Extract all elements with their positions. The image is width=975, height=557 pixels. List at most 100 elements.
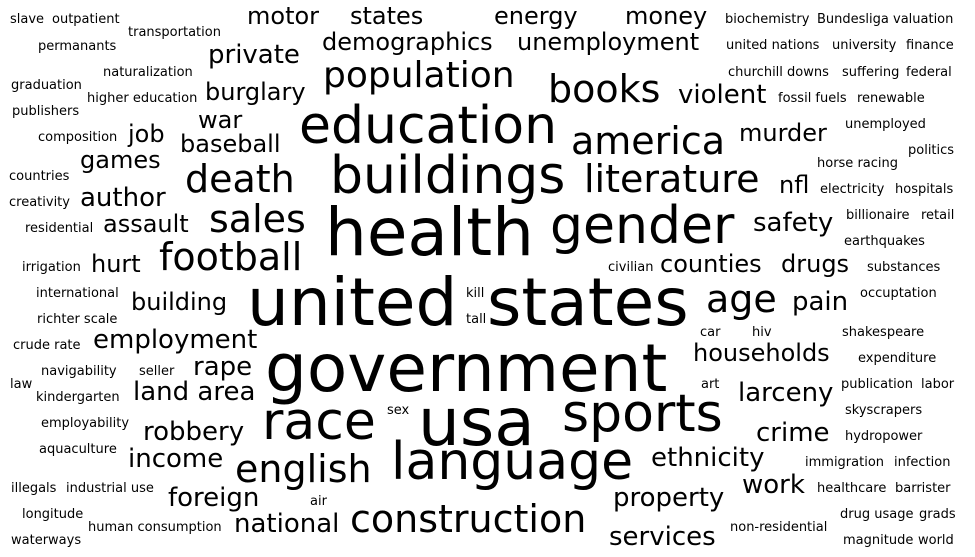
word: kindergarten [36, 390, 120, 405]
word: composition [38, 130, 118, 145]
word: billionaire [846, 208, 910, 223]
word: assault [103, 210, 189, 238]
word: navigability [41, 364, 117, 379]
word: renewable [857, 91, 925, 106]
word: slave [10, 12, 45, 27]
word: rape [193, 352, 253, 382]
word: aquaculture [39, 442, 117, 457]
word: churchill downs [728, 65, 829, 80]
word: labor [921, 377, 955, 392]
word: race [262, 392, 376, 452]
word: healthcare [817, 481, 887, 496]
word: larceny [738, 378, 834, 408]
word: horse racing [817, 156, 899, 171]
word: substances [867, 260, 941, 275]
word: nfl [779, 171, 810, 199]
word: employability [41, 416, 130, 431]
word: air [310, 494, 327, 509]
word: crude rate [13, 338, 81, 353]
word: finance [906, 38, 954, 53]
word: football [159, 235, 303, 279]
word: transportation [128, 25, 221, 40]
word: baseball [180, 130, 281, 158]
word: tall [466, 312, 487, 327]
word: books [548, 67, 661, 111]
word: america [571, 119, 726, 163]
word: earthquakes [844, 234, 925, 249]
word: federal [906, 65, 952, 80]
word: human consumption [88, 520, 222, 535]
word: services [609, 522, 716, 552]
word: land area [133, 377, 256, 407]
word: sports [562, 384, 723, 444]
word: demographics [322, 28, 493, 56]
word: fossil fuels [778, 91, 847, 106]
word: graduation [11, 78, 82, 93]
word: unemployment [517, 28, 700, 56]
word: motor [247, 2, 320, 30]
word: unemployed [845, 117, 926, 132]
word: war [198, 106, 243, 134]
word: violent [678, 80, 767, 110]
word: naturalization [103, 65, 193, 80]
word: burglary [205, 78, 306, 106]
word: retail [921, 208, 955, 223]
word: hydropower [845, 429, 923, 444]
word: households [693, 339, 830, 367]
word: biochemistry [725, 12, 810, 27]
word: author [80, 183, 166, 213]
word: illegals [11, 481, 57, 496]
word: university [832, 38, 897, 53]
word: magnitude [843, 533, 914, 548]
word: buildings [330, 146, 566, 206]
word: money [625, 2, 708, 30]
word: expenditure [858, 351, 937, 366]
word: sex [387, 403, 410, 418]
word: drugs [781, 250, 850, 278]
word: shakespeare [842, 325, 925, 340]
word: higher education [87, 91, 198, 106]
word: industrial use [66, 481, 154, 496]
word: skyscrapers [845, 403, 923, 418]
word: ethnicity [651, 443, 765, 473]
word: government [265, 330, 668, 407]
word: income [128, 444, 224, 474]
word: world [918, 533, 954, 548]
word: Bundesliga [817, 12, 889, 27]
word: non-residential [730, 520, 828, 535]
word: grads [919, 507, 956, 522]
word: publication [841, 377, 913, 392]
word: education [299, 96, 558, 156]
word: publishers [12, 104, 80, 119]
word: countries [9, 169, 70, 184]
word: infection [894, 455, 951, 470]
word: counties [660, 250, 762, 278]
word: pain [792, 287, 849, 317]
word: states [487, 264, 689, 341]
word: national [234, 509, 340, 539]
word: employment [93, 325, 258, 355]
word: robbery [143, 417, 245, 447]
word: richter scale [37, 312, 118, 327]
word: health [325, 194, 534, 271]
word: private [208, 40, 300, 70]
word: hospitals [895, 182, 954, 197]
word: building [131, 288, 228, 316]
word: kill [466, 286, 485, 301]
word: united [247, 264, 458, 341]
word: hurt [91, 250, 141, 278]
word: job [128, 120, 165, 148]
word: united nations [726, 38, 820, 53]
word: civilian [608, 260, 654, 275]
word: work [742, 470, 805, 500]
word: electricity [820, 182, 885, 197]
word: occuptation [860, 286, 937, 301]
word: population [323, 55, 515, 96]
word: art [701, 377, 720, 392]
word: property [613, 483, 725, 513]
word: gender [550, 196, 735, 256]
word: seller [139, 364, 175, 379]
word: waterways [11, 533, 82, 548]
word: politics [908, 143, 955, 158]
word: games [80, 146, 161, 174]
